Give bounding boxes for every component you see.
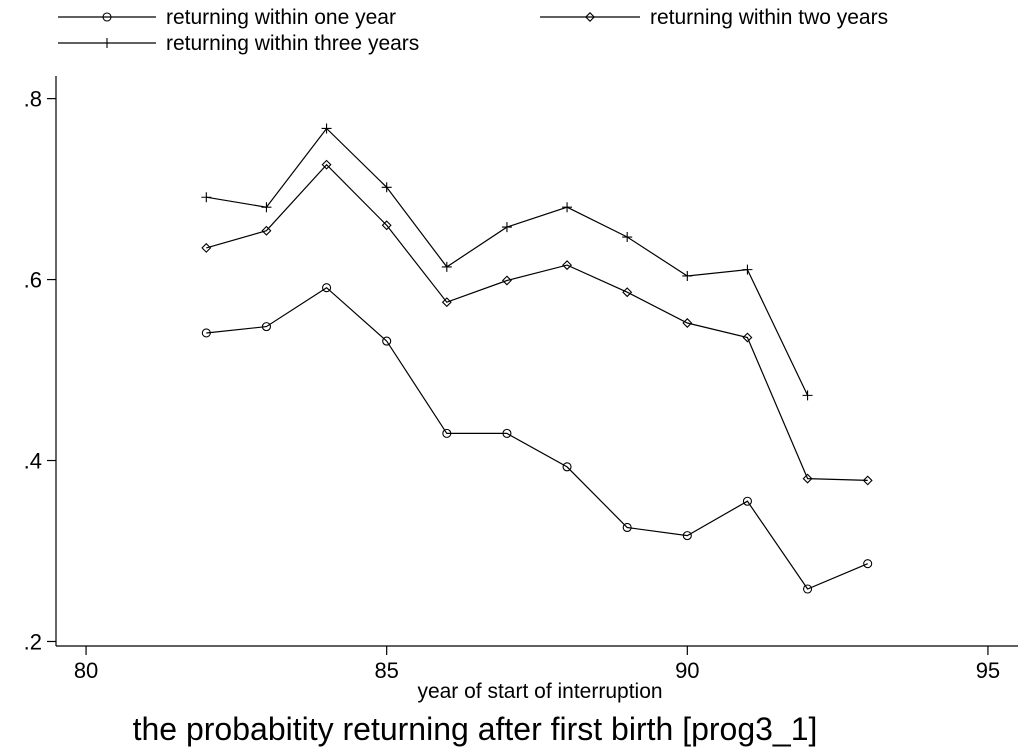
data-point [201,192,212,203]
series-1 [201,283,873,594]
data-point [442,428,452,438]
data-point [261,322,271,332]
data-point [501,275,512,286]
data-point [682,318,693,328]
axes: .2 .4 .6 .8 80 85 90 95 [24,76,1018,683]
legend: returning within one year returning withi… [58,6,888,55]
data-point [562,462,572,472]
data-point [502,428,512,438]
data-point [321,123,332,134]
data-point [261,202,272,213]
legend-entry-2: returning within two years [540,6,888,29]
x-tick-label: 90 [675,658,699,683]
series-3 [201,123,813,401]
y-tick-label: .2 [24,629,42,654]
x-tick-label: 85 [374,658,398,683]
legend-label: returning within two years [650,6,888,29]
x-tick-label: 95 [976,658,1000,683]
data-point [201,328,211,338]
data-point [862,475,873,486]
series-2 [201,159,873,486]
data-point [803,584,813,594]
data-point [863,559,873,569]
data-point [742,332,753,343]
data-point [682,270,693,281]
series-3-line [206,127,809,396]
data-point [622,287,633,298]
data-point [382,336,392,346]
data-point [622,522,632,533]
data-point [802,390,813,401]
legend-label: returning within three years [166,32,419,55]
series-2-line [206,163,868,481]
legend-label: returning within one year [166,6,396,29]
data-point [261,225,272,236]
series-1-line [206,286,868,590]
x-axis-label: year of start of interruption [417,680,662,703]
y-tick-label: .4 [24,449,42,474]
y-tick-label: .8 [24,87,42,112]
y-tick-label: .6 [24,268,42,293]
data-point [381,220,392,231]
data-point [562,260,573,271]
data-point [381,182,392,193]
data-point [562,202,573,213]
data-point [802,473,813,484]
data-point [742,496,752,506]
data-point [441,297,452,308]
data-point [501,222,512,233]
data-point [441,261,452,272]
legend-entry-3: returning within three years [58,32,419,55]
data-point [622,232,633,243]
x-tick-label: 80 [74,658,98,683]
chart-title: the probabitity returning after first bi… [133,711,818,747]
data-point [742,264,753,275]
legend-entry-1: returning within one year [58,6,396,29]
data-point [201,242,212,253]
data-point [322,283,332,293]
legend-marker [102,12,112,22]
legend-marker [585,12,595,22]
legend-marker [102,38,112,48]
data-point [321,159,332,170]
plot-area [201,123,873,594]
data-point [682,531,692,541]
